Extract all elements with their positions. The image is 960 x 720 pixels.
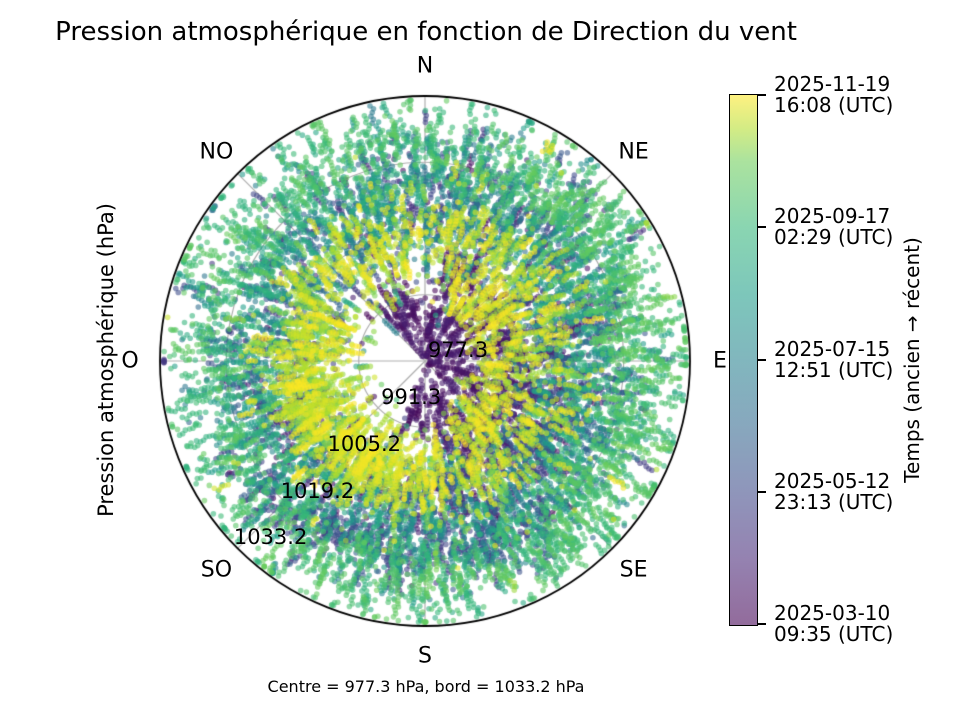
colorbar-tick-label: 2025-11-19 16:08 (UTC) [774, 72, 894, 117]
direction-label-s: S [418, 643, 432, 669]
radial-tick-label: 977.3 [427, 338, 489, 362]
colorbar-tick [758, 623, 766, 625]
radial-tick-label: 991.3 [381, 384, 442, 409]
radial-tick-label: 1005.2 [327, 431, 402, 456]
chart-title: Pression atmosphérique en fonction de Di… [55, 17, 797, 47]
colorbar-tick-label: 2025-09-17 02:29 (UTC) [774, 204, 894, 250]
colorbar-tick-label: 2025-07-15 12:51 (UTC) [774, 336, 894, 382]
direction-label-no: NO [199, 139, 234, 165]
colorbar-tick [758, 226, 766, 229]
colorbar-tick [758, 94, 766, 96]
colorbar-tick [758, 358, 766, 361]
radial-tick-label: 1019.2 [280, 478, 355, 503]
colorbar-tick [758, 490, 766, 493]
colorbar-label: Temps (ancien → récent) [900, 237, 924, 483]
direction-label-so: SO [200, 557, 233, 583]
radial-tick-label: 1033.2 [233, 525, 308, 550]
direction-label-se: SE [619, 557, 648, 583]
direction-label-e: E [713, 348, 727, 374]
caption: Centre = 977.3 hPa, bord = 1033.2 hPa [267, 677, 585, 696]
colorbar-tick-label: 2025-03-10 09:35 (UTC) [774, 601, 894, 646]
direction-label-n: N [416, 53, 434, 79]
y-axis-label: Pression atmosphérique (hPa) [94, 203, 118, 517]
direction-label-o: O [121, 348, 139, 374]
direction-label-ne: NE [618, 139, 649, 165]
colorbar [729, 94, 758, 626]
colorbar-tick-label: 2025-05-12 23:13 (UTC) [774, 468, 894, 514]
